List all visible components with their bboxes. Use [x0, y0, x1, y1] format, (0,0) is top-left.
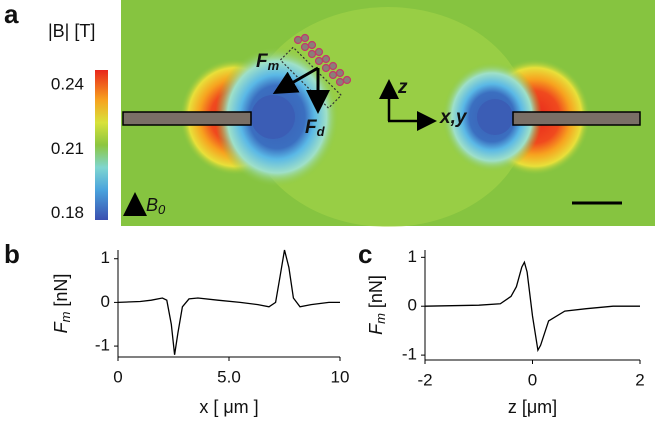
y-tick-label: 0 — [101, 292, 110, 311]
y-axis-label: Fm [nN] — [51, 274, 74, 334]
data-line — [424, 260, 640, 353]
y-tick-label: 1 — [101, 248, 110, 267]
field-label-sub: 0 — [158, 202, 166, 217]
y-tick-label: 1 — [408, 247, 417, 266]
axis-label: z — [397, 77, 408, 98]
field-map — [121, 0, 655, 227]
axis-label: x,y — [439, 107, 468, 128]
panel-label: b — [4, 239, 20, 269]
force-label-base: F — [305, 117, 318, 138]
x-tick-label: 0 — [528, 370, 537, 389]
field-label: B0 — [146, 195, 166, 218]
y-axis-label: Fm [nN] — [366, 275, 389, 335]
y-axis-label-rest: [nN] — [366, 275, 386, 313]
colorbar — [95, 70, 108, 220]
x-tick-label: 0 — [113, 367, 122, 386]
y-tick-label: 0 — [408, 296, 417, 315]
panel-label: c — [358, 239, 372, 269]
panel-label: a — [4, 0, 19, 29]
y-axis-label-base: F — [51, 321, 71, 333]
y-tick-label: -1 — [95, 336, 110, 355]
y-tick-label: -1 — [402, 345, 417, 364]
field-label-base: B — [146, 195, 158, 215]
force-label: Fd — [305, 117, 326, 139]
x-axis-label: z [μm] — [508, 397, 557, 417]
data-line — [117, 249, 340, 355]
force-label-base: F — [256, 51, 269, 72]
colorbar-tick-label: 0.24 — [51, 74, 84, 93]
x-axis-label: x [ μm ] — [199, 397, 258, 417]
y-axis-label-rest: [nN] — [51, 274, 71, 312]
x-tick-label: 5.0 — [217, 367, 241, 386]
x-tick-label: 2 — [635, 370, 644, 389]
x-tick-label: 10 — [331, 367, 350, 386]
colorbar-tick-label: 0.21 — [51, 139, 84, 158]
colorbar-label: |B| [T] — [48, 21, 95, 41]
x-tick-label: -2 — [417, 370, 432, 389]
y-axis-label-base: F — [366, 323, 386, 335]
force-label: Fm — [256, 51, 280, 73]
force-label-sub: m — [268, 58, 280, 73]
force-label-sub: d — [317, 124, 326, 139]
y-axis-label-sub: m — [58, 311, 73, 322]
y-axis-label-sub: m — [373, 313, 388, 324]
colorbar-tick-label: 0.18 — [51, 203, 84, 222]
